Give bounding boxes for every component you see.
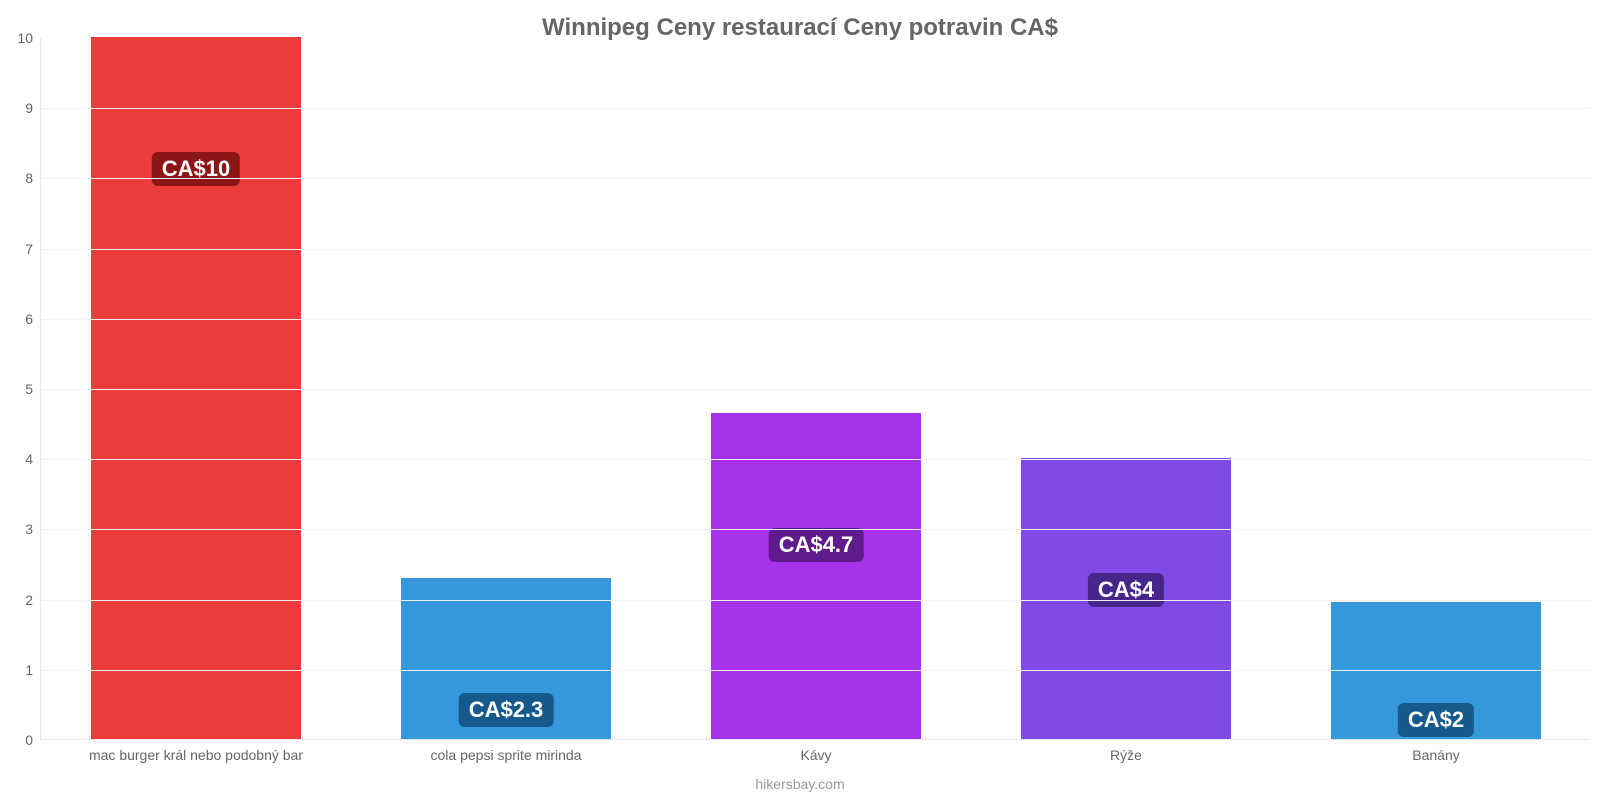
y-tick-label: 2 (25, 592, 41, 608)
gridline (41, 600, 1590, 601)
gridline (41, 178, 1590, 179)
chart-credit: hikersbay.com (0, 776, 1600, 792)
gridline (41, 249, 1590, 250)
y-tick-label: 7 (25, 241, 41, 257)
bar: CA$2.3 (401, 578, 612, 739)
y-tick-label: 10 (17, 30, 41, 46)
gridline (41, 389, 1590, 390)
price-bar-chart: Winnipeg Ceny restaurací Ceny potravin C… (0, 0, 1600, 800)
value-label: CA$4 (1088, 573, 1164, 607)
x-tick-label: Rýže (1110, 739, 1142, 763)
y-tick-label: 0 (25, 732, 41, 748)
bar: CA$10 (91, 37, 302, 739)
gridline (41, 670, 1590, 671)
x-tick-label: mac burger král nebo podobný bar (89, 739, 303, 763)
gridline (41, 108, 1590, 109)
x-tick-label: cola pepsi sprite mirinda (431, 739, 582, 763)
y-tick-label: 6 (25, 311, 41, 327)
y-tick-label: 4 (25, 451, 41, 467)
y-tick-label: 9 (25, 100, 41, 116)
value-label: CA$2.3 (459, 693, 554, 727)
bar: CA$4 (1021, 458, 1232, 739)
bar: CA$4.7 (711, 413, 922, 739)
gridline (41, 319, 1590, 320)
gridline (41, 529, 1590, 530)
value-label: CA$4.7 (769, 528, 864, 562)
plot-area: CA$10CA$2.3CA$4.7CA$4CA$2 012345678910ma… (40, 38, 1590, 740)
value-label: CA$2 (1398, 703, 1474, 737)
gridline (41, 459, 1590, 460)
x-tick-label: Banány (1412, 739, 1459, 763)
value-label: CA$10 (152, 152, 240, 186)
y-tick-label: 3 (25, 521, 41, 537)
y-tick-label: 5 (25, 381, 41, 397)
x-tick-label: Kávy (800, 739, 831, 763)
y-tick-label: 8 (25, 170, 41, 186)
y-tick-label: 1 (25, 662, 41, 678)
